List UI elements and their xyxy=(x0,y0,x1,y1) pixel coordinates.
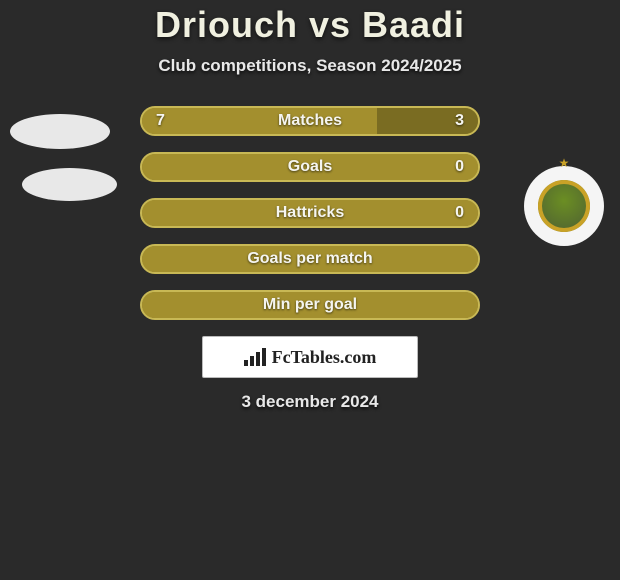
bar-value-right: 0 xyxy=(455,200,464,226)
footer-brand-box: FcTables.com xyxy=(202,336,418,378)
bar-value-right: 3 xyxy=(455,108,464,134)
bar-label: Hattricks xyxy=(142,200,478,226)
bars-chart-icon xyxy=(244,348,266,366)
chart-area: ★ Matches73Goals0Hattricks0Goals per mat… xyxy=(0,106,620,320)
page-title: Driouch vs Baadi xyxy=(0,4,620,46)
stat-bar: Goals0 xyxy=(140,152,480,182)
stat-bar: Matches7 3 xyxy=(140,106,480,136)
footer-brand-text: FcTables.com xyxy=(272,347,377,368)
stat-bar: Goals per match xyxy=(140,244,480,274)
stat-bar: Hattricks0 xyxy=(140,198,480,228)
player-badge-left xyxy=(10,114,110,149)
club-crest-icon xyxy=(538,180,590,232)
bars-container: Matches73Goals0Hattricks0Goals per match… xyxy=(140,106,480,320)
footer-date: 3 december 2024 xyxy=(0,392,620,412)
bar-label: Min per goal xyxy=(142,292,478,318)
bar-value-right: 0 xyxy=(455,154,464,180)
player-badge-left-2 xyxy=(22,168,117,201)
subtitle: Club competitions, Season 2024/2025 xyxy=(0,56,620,76)
star-icon: ★ xyxy=(559,156,570,170)
infographic-root: Driouch vs Baadi Club competitions, Seas… xyxy=(0,0,620,412)
stat-bar: Min per goal xyxy=(140,290,480,320)
bar-label: Goals xyxy=(142,154,478,180)
bar-label: Goals per match xyxy=(142,246,478,272)
bar-label: Matches xyxy=(142,108,478,134)
bar-value-left: 7 xyxy=(156,108,165,134)
club-badge-right: ★ xyxy=(524,166,604,246)
